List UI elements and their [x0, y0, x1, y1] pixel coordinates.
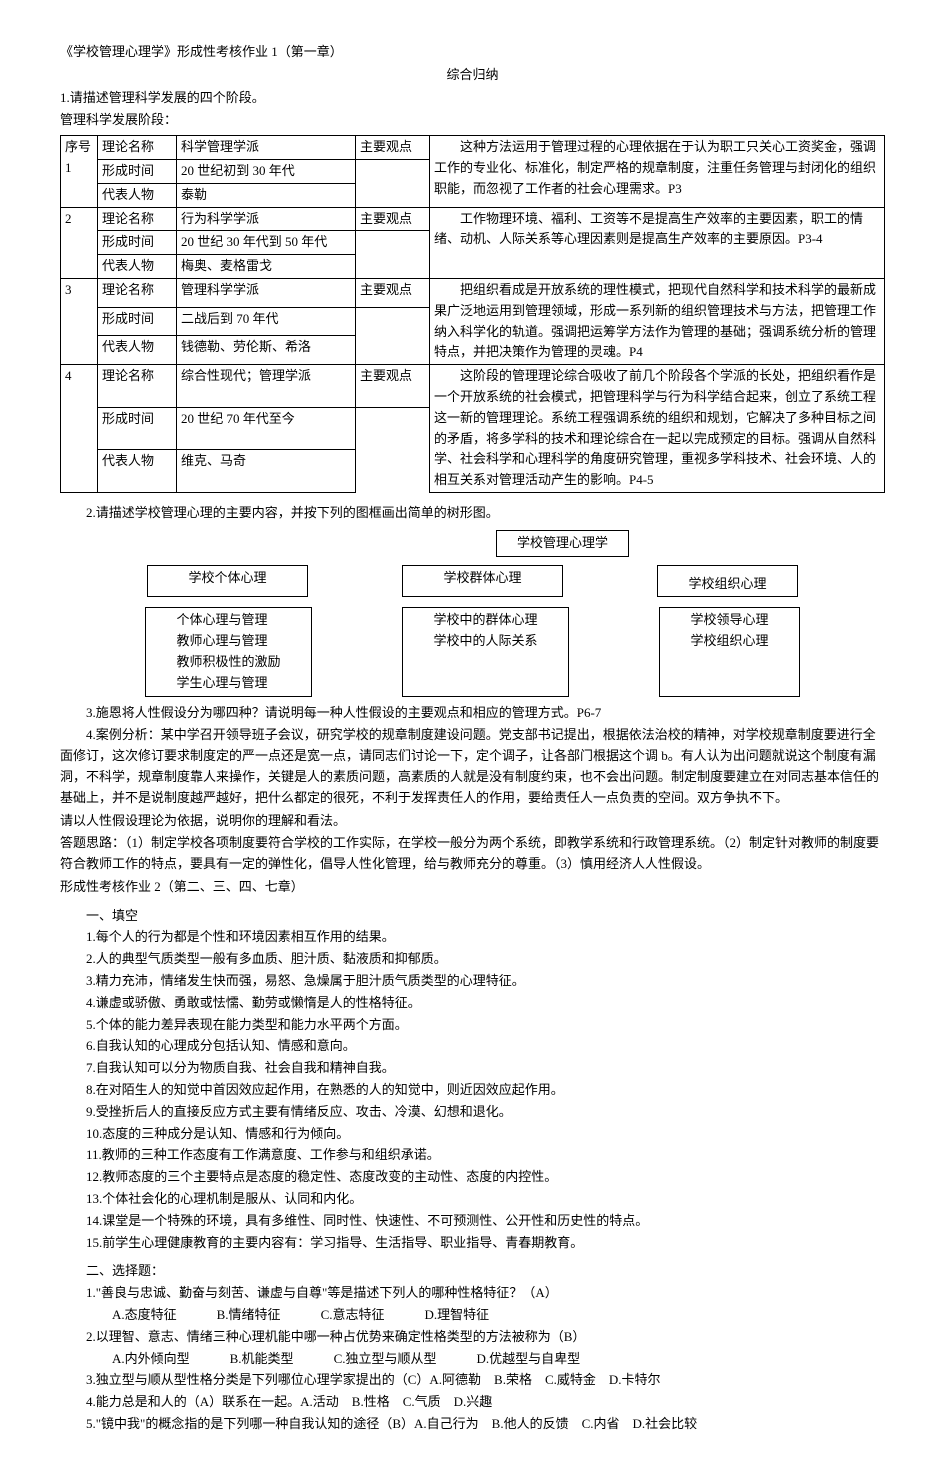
choice-question: 5."镜中我"的概念指的是下列哪一种自我认知的途径（B）A.自己行为 B.他人的… [60, 1414, 885, 1435]
person-label: 代表人物 [98, 183, 177, 207]
view-2: 工作物理环境、福利、工资等不是提高生产效率的主要因素，职工的情绪、动机、人际关系… [430, 207, 885, 278]
tree-l3-col0: 个体心理与管理 教师心理与管理 教师积极性的激励 学生心理与管理 [145, 607, 311, 696]
theory-3: 管理科学学派 [177, 278, 356, 307]
person-label-2: 代表人物 [98, 255, 177, 279]
q1-text: 1.请描述管理科学发展的四个阶段。 [60, 88, 885, 109]
tree-root: 学校管理心理学 [496, 530, 629, 557]
tree-l3-0-3: 学生心理与管理 [176, 673, 280, 694]
tree-l3-col2: 学校领导心理 学校组织心理 [659, 607, 799, 696]
fill-item: 11.教师的三种工作态度有工作满意度、工作参与和组织承诺。 [60, 1145, 885, 1166]
person-4: 维克、马奇 [177, 450, 356, 493]
fill-item: 15.前学生心理健康教育的主要内容有：学习指导、生活指导、职业指导、青春期教育。 [60, 1233, 885, 1254]
fill-item: 1.每个人的行为都是个性和环境因素相互作用的结果。 [60, 927, 885, 948]
choice-option: D.理智特征 [398, 1305, 489, 1326]
choice-options: A.态度特征 B.情绪特征 C.意志特征 D.理智特征 [60, 1305, 885, 1326]
tree-l3-1-1: 学校中的人际关系 [433, 631, 537, 652]
theory-label-3: 理论名称 [98, 278, 177, 307]
doc-title: 《学校管理心理学》形成性考核作业 1（第一章） [60, 42, 885, 63]
q3-text: 3.施恩将人性假设分为哪四种？请说明每一种人性假设的主要观点和相应的管理方式。P… [60, 703, 885, 724]
view-label-4: 主要观点 [356, 365, 430, 408]
tree-l3-0-1: 教师心理与管理 [176, 631, 280, 652]
theory-label-2: 理论名称 [98, 207, 177, 231]
tree-l3-0-0: 个体心理与管理 [176, 610, 280, 631]
seq-label: 序号 [65, 139, 91, 154]
theory-label-4: 理论名称 [98, 365, 177, 408]
fill-item: 6.自我认知的心理成分包括认知、情感和意向。 [60, 1036, 885, 1057]
time-label: 形成时间 [98, 159, 177, 183]
theory-1: 科学管理学派 [177, 136, 356, 160]
doc-subtitle: 综合归纳 [60, 65, 885, 86]
view-label-3: 主要观点 [356, 278, 430, 307]
fill-item: 4.谦虚或骄傲、勇敢或怯懦、勤劳或懒惰是人的性格特征。 [60, 993, 885, 1014]
person-label-4: 代表人物 [98, 450, 177, 493]
seq-4: 4 [61, 365, 98, 493]
choice-question: 4.能力总是和人的（A）联系在一起。A.活动 B.性格 C.气质 D.兴趣 [60, 1392, 885, 1413]
choice-question: 2.以理智、意志、情绪三种心理机能中哪一种占优势来确定性格类型的方法被称为（B） [60, 1327, 885, 1348]
stages-table: 序号 1 理论名称 科学管理学派 主要观点 这种方法运用于管理过程的心理依据在于认… [60, 135, 885, 493]
choice-option: C.意志特征 [295, 1305, 385, 1326]
fill-label: 一、填空 [60, 906, 885, 927]
tree-l3-2-0: 学校领导心理 [690, 610, 768, 631]
tree-l2-0: 学校个体心理 [147, 565, 307, 598]
person-3: 钱德勒、劳伦斯、希洛 [177, 336, 356, 365]
tree-l3-2-1: 学校组织心理 [690, 631, 768, 652]
hw2-title: 形成性考核作业 2（第二、三、四、七章） [60, 877, 885, 898]
view-label-2: 主要观点 [356, 207, 430, 231]
seq-2: 2 [61, 207, 98, 278]
fill-item: 10.态度的三种成分是认知、情感和行为倾向。 [60, 1124, 885, 1145]
time-label-3: 形成时间 [98, 307, 177, 336]
theory-label: 理论名称 [98, 136, 177, 160]
theory-2: 行为科学学派 [177, 207, 356, 231]
theory-4: 综合性现代；管理学派 [177, 365, 356, 408]
fill-item: 3.精力充沛，情绪发生快而强，易怒、急燥属于胆汁质气质类型的心理特征。 [60, 971, 885, 992]
tree-l3-0-2: 教师积极性的激励 [176, 652, 280, 673]
choice-option: A.内外倾向型 [86, 1349, 190, 1370]
view-4: 这阶段的管理理论综合吸收了前几个阶段各个学派的长处，把组织看作是一个开放系统的社… [430, 365, 885, 493]
time-4: 20 世纪 70 年代至今 [177, 407, 356, 450]
fill-item: 8.在对陌生人的知觉中首因效应起作用，在熟悉的人的知觉中，则近因效应起作用。 [60, 1080, 885, 1101]
fill-item: 14.课堂是一个特殊的环境，具有多维性、同时性、快速性、不可预测性、公开性和历史… [60, 1211, 885, 1232]
fill-item: 12.教师态度的三个主要特点是态度的稳定性、态度改变的主动性、态度的内控性。 [60, 1167, 885, 1188]
choice-list: 1."善良与忠诚、勤奋与刻苦、谦虚与自尊"等是描述下列人的哪种性格特征？（A）A… [60, 1283, 885, 1435]
q2-text: 2.请描述学校管理心理的主要内容，并按下列的图框画出简单的树形图。 [60, 503, 885, 524]
choice-question: 1."善良与忠诚、勤奋与刻苦、谦虚与自尊"等是描述下列人的哪种性格特征？（A） [60, 1283, 885, 1304]
view-label: 主要观点 [356, 136, 430, 160]
fill-item: 13.个体社会化的心理机制是服从、认同和内化。 [60, 1189, 885, 1210]
seq-1: 1 [65, 160, 72, 175]
q1-sub: 管理科学发展阶段： [60, 110, 885, 131]
person-2: 梅奥、麦格雷戈 [177, 255, 356, 279]
fill-list: 1.每个人的行为都是个性和环境因素相互作用的结果。2.人的典型气质类型一般有多血… [60, 927, 885, 1253]
choice-option: A.态度特征 [86, 1305, 177, 1326]
choice-question: 3.独立型与顺从型性格分类是下列哪位心理学家提出的（C）A.阿德勒 B.荣格 C… [60, 1370, 885, 1391]
choice-option: B.情绪特征 [191, 1305, 281, 1326]
fill-item: 5.个体的能力差异表现在能力类型和能力水平两个方面。 [60, 1015, 885, 1036]
person-1: 泰勒 [177, 183, 356, 207]
choice-label: 二、选择题： [60, 1261, 885, 1282]
tree-l2-1: 学校群体心理 [402, 565, 562, 598]
choice-option: D.优越型与自卑型 [450, 1349, 580, 1370]
time-2: 20 世纪 30 年代到 50 年代 [177, 231, 356, 255]
tree-l2-2: 学校组织心理 [657, 565, 797, 598]
time-3: 二战后到 70 年代 [177, 307, 356, 336]
choice-option: B.机能类型 [204, 1349, 294, 1370]
tree-l3-1-0: 学校中的群体心理 [433, 610, 537, 631]
time-label-4: 形成时间 [98, 407, 177, 450]
view-3: 把组织看成是开放系统的理性模式，把现代自然科学和技术科学的最新成果广泛地运用到管… [430, 278, 885, 364]
tree-l3-col1: 学校中的群体心理 学校中的人际关系 [402, 607, 568, 696]
choice-options: A.内外倾向型 B.机能类型 C.独立型与顺从型 D.优越型与自卑型 [60, 1349, 885, 1370]
choice-option: C.独立型与顺从型 [308, 1349, 437, 1370]
time-1: 20 世纪初到 30 年代 [177, 159, 356, 183]
seq-3: 3 [61, 278, 98, 364]
q4-p2: 请以人性假设理论为依据，说明你的理解和看法。 [60, 811, 885, 832]
fill-item: 9.受挫折后人的直接反应方式主要有情绪反应、攻击、冷漠、幻想和退化。 [60, 1102, 885, 1123]
view-1: 这种方法运用于管理过程的心理依据在于认为职工只关心工资奖金，强调工作的专业化、标… [430, 136, 885, 207]
fill-item: 2.人的典型气质类型一般有多血质、胆汁质、黏液质和抑郁质。 [60, 949, 885, 970]
fill-item: 7.自我认知可以分为物质自我、社会自我和精神自我。 [60, 1058, 885, 1079]
q4-p1: 4.案例分析：某中学召开领导班子会议，研究学校的规章制度建设问题。党支部书记提出… [60, 725, 885, 808]
time-label-2: 形成时间 [98, 231, 177, 255]
q4-p3: 答题思路：（1）制定学校各项制度要符合学校的工作实际，在学校一般分为两个系统，即… [60, 833, 885, 875]
person-label-3: 代表人物 [98, 336, 177, 365]
